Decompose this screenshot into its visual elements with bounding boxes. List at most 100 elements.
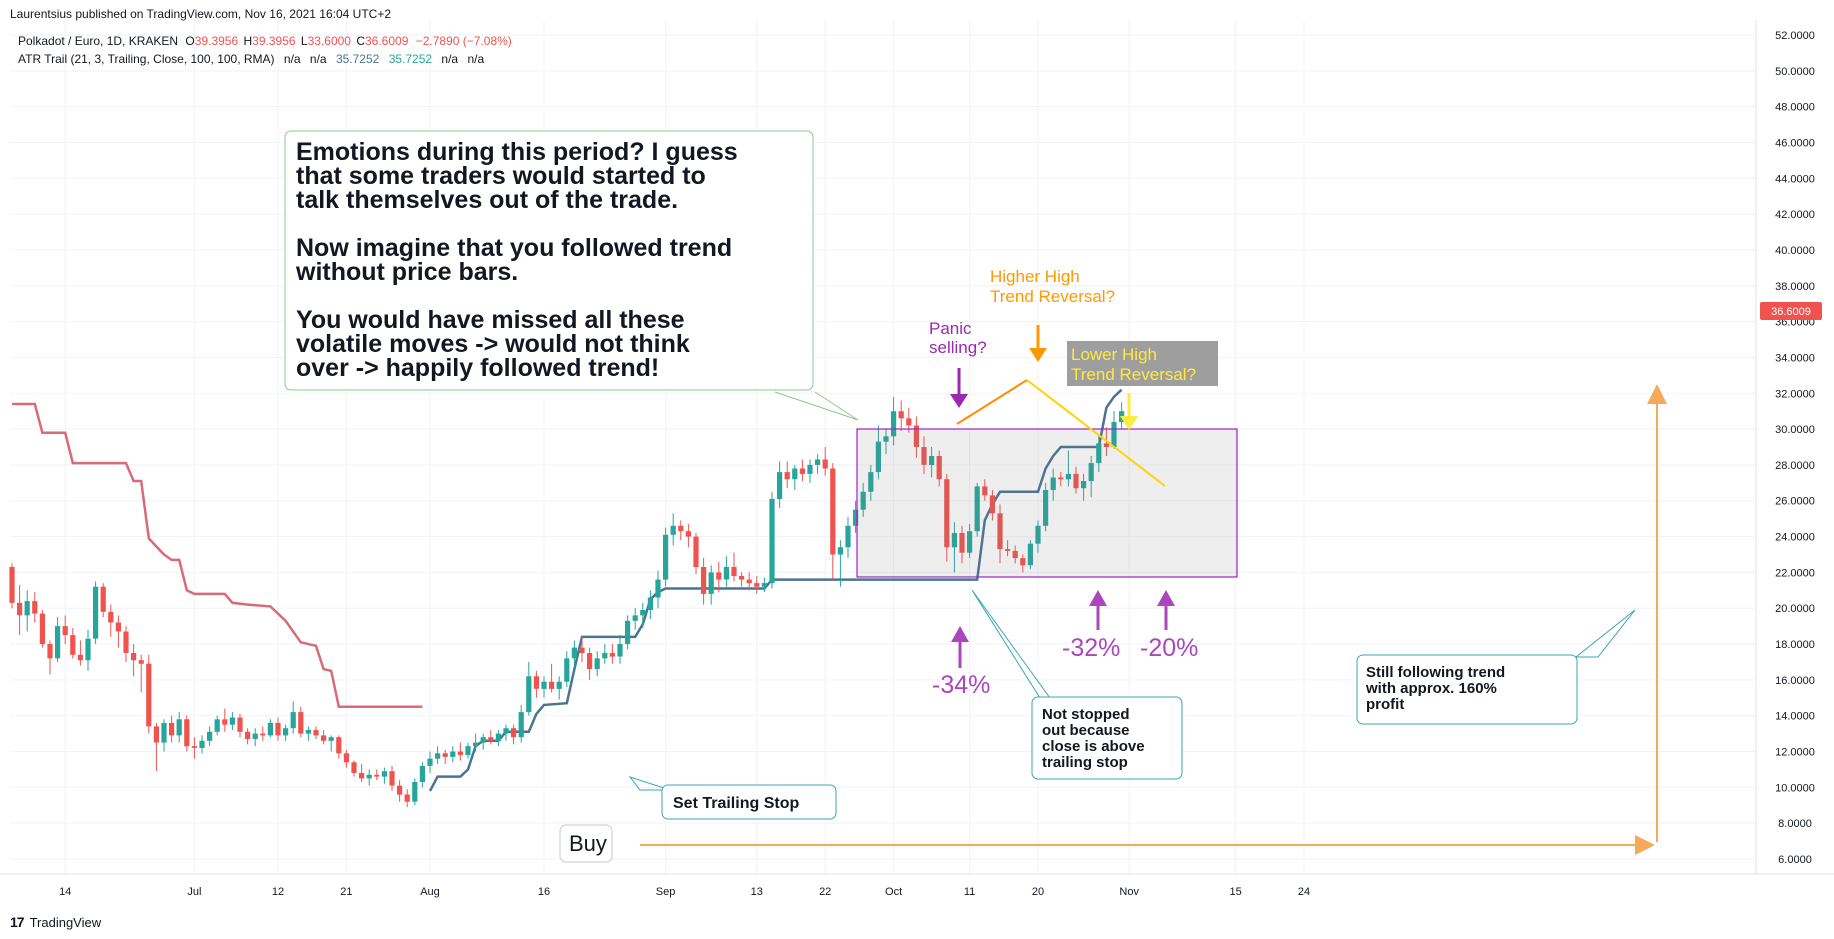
candle-body [541, 681, 547, 689]
higher-high-trendline[interactable] [956, 379, 1028, 425]
candle [541, 676, 547, 698]
price-axis[interactable]: 52.0000 50.0000 48.0000 46.0000 44.0000 42.00… [1775, 30, 1815, 866]
candle [47, 640, 53, 675]
candle-body [868, 472, 874, 492]
candle [556, 676, 562, 700]
price-tick-label: 44.0000 [1775, 173, 1815, 185]
candle-body [746, 579, 752, 584]
candle-body [176, 719, 182, 736]
ohlc-low: 33.6000 [307, 34, 351, 48]
candle [533, 670, 539, 698]
candle [564, 651, 570, 688]
candle-body [283, 728, 289, 736]
candle [815, 454, 821, 474]
candle-body [549, 681, 555, 689]
time-axis[interactable]: 14 Jul 12 21 Aug 16 Sep 13 22 Oct 11 20 Nov 15 24 [59, 886, 1310, 898]
candle [518, 704, 524, 743]
higher-high-label: Higher High Trend Reversal? [990, 267, 1115, 306]
indicator-legend[interactable]: ATR Trail (21, 3, Trailing, Close, 100, … [18, 52, 485, 66]
candle [1050, 468, 1056, 501]
candle [290, 701, 296, 734]
candle [663, 527, 669, 587]
last-price-tag[interactable]: 36.6009 [1760, 302, 1822, 320]
candle [967, 524, 973, 559]
candle [982, 479, 988, 501]
candle-body [343, 753, 349, 763]
not-stopped-callout[interactable]: Not stopped out because close is above t… [1031, 696, 1183, 780]
candle [207, 726, 213, 747]
price-tick-label: 22.0000 [1775, 567, 1815, 579]
price-tick-label: 52.0000 [1775, 30, 1815, 42]
consolidation-box[interactable] [856, 428, 1238, 578]
candle [435, 746, 441, 765]
candle [412, 778, 418, 806]
candle [853, 500, 859, 533]
candle-body [374, 774, 380, 777]
svg-text:Still following trend wi: Still following trend with approx. 160% … [1365, 664, 1509, 713]
candle [321, 730, 327, 745]
candle [93, 581, 99, 645]
symbol-legend[interactable]: Polkadot / Euro, 1D, KRAKEN O39.3956 H39… [18, 34, 512, 48]
emotions-callout[interactable]: Emotions during this period? I guess tha… [284, 130, 814, 391]
candle-body [290, 712, 296, 729]
candle [359, 764, 365, 782]
candle [55, 617, 61, 662]
time-tick-label: 24 [1298, 886, 1310, 898]
price-tick-label: 24.0000 [1775, 532, 1815, 544]
candle [32, 592, 38, 623]
candle-body [457, 751, 463, 756]
symbol-name: Polkadot / Euro, 1D, KRAKEN [18, 34, 179, 48]
price-tick-label: 46.0000 [1775, 137, 1815, 149]
candle [1081, 473, 1087, 501]
candle [199, 735, 205, 754]
candle-body [754, 583, 760, 587]
candle [822, 447, 828, 476]
candle [1020, 554, 1026, 573]
candle-body [815, 459, 821, 465]
candle-body [442, 753, 448, 757]
candle [875, 425, 881, 480]
buy-callout[interactable]: Buy [559, 824, 613, 863]
candle-body [397, 785, 403, 795]
tradingview-brand[interactable]: 17 TradingView [10, 914, 101, 930]
candle-body [1043, 490, 1049, 526]
candle-body [936, 456, 942, 480]
candle [511, 724, 517, 745]
candle-body [108, 611, 114, 623]
candle-body [123, 631, 129, 653]
candle-body [860, 491, 866, 510]
candle-body [85, 638, 91, 661]
candle-body [951, 533, 957, 548]
candle-body [602, 653, 608, 659]
svg-text:Lower High: Lower High [1071, 345, 1157, 364]
candle-body [237, 717, 243, 732]
trailing-stop-callout[interactable]: Set Trailing Stop [661, 784, 837, 820]
panic-label: Panic selling? [929, 319, 987, 357]
candle [997, 504, 1003, 564]
candle-body [260, 733, 266, 736]
minus-20-label: -20% [1140, 634, 1198, 662]
lower-high-trendline[interactable] [1026, 379, 1166, 487]
price-tick-label: 18.0000 [1775, 639, 1815, 651]
candle [184, 715, 190, 752]
candle [769, 491, 775, 589]
ohlc-close: 36.6009 [365, 34, 409, 48]
candle-body [381, 771, 387, 777]
candle-body [526, 676, 532, 713]
candle [837, 540, 843, 587]
candle-body [693, 536, 699, 568]
candle-body [982, 486, 988, 496]
indicator-name: ATR Trail (21, 3, Trailing, Close, 100, … [18, 52, 275, 66]
candle [39, 610, 45, 648]
candle-body [169, 722, 175, 736]
candle [739, 572, 745, 587]
candle-body [17, 602, 23, 616]
candle-body [853, 509, 859, 526]
price-tick-label: 34.0000 [1775, 352, 1815, 364]
candle [275, 717, 281, 741]
candle [260, 726, 266, 741]
candle-body [663, 534, 669, 580]
still-following-callout[interactable]: Still following trend with approx. 160% … [1356, 654, 1578, 725]
candle-body [214, 719, 220, 732]
